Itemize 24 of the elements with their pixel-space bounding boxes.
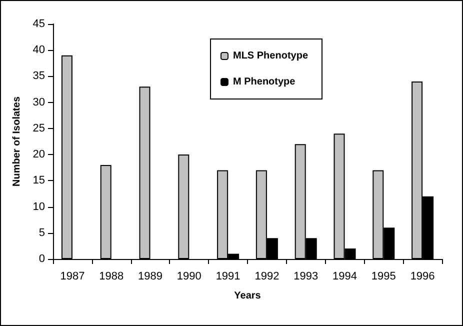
y-tick-label: 10 (32, 200, 45, 213)
x-axis-title: Years (234, 290, 262, 302)
y-tick-label: 45 (32, 18, 45, 30)
y-axis-title: Number of Isolates (11, 96, 22, 187)
x-tick-label: 1987 (60, 270, 85, 282)
y-tick-label: 40 (32, 44, 45, 56)
y-tick-label: 5 (38, 226, 45, 239)
x-tick-label: 1994 (332, 270, 357, 282)
y-tick-label: 20 (32, 148, 45, 161)
x-tick-label: 1991 (216, 270, 240, 282)
y-tick-label: 0 (38, 253, 45, 265)
y-tick-label: 30 (32, 96, 45, 108)
y-tick-label: 15 (32, 174, 45, 187)
y-tick-label: 35 (32, 70, 45, 82)
x-tick-label: 1992 (254, 270, 280, 282)
legend-label: MLS Phenotype (232, 50, 308, 62)
x-tick-label: 1993 (294, 270, 318, 282)
x-tick-label: 1995 (371, 270, 396, 282)
y-tick-label: 25 (32, 122, 45, 134)
x-tick-label: 1996 (410, 270, 435, 282)
x-tick-label: 1988 (99, 270, 124, 282)
x-tick-label: 1989 (138, 270, 162, 282)
legend-label: M Phenotype (232, 76, 296, 88)
x-tick-label: 1990 (176, 270, 202, 282)
